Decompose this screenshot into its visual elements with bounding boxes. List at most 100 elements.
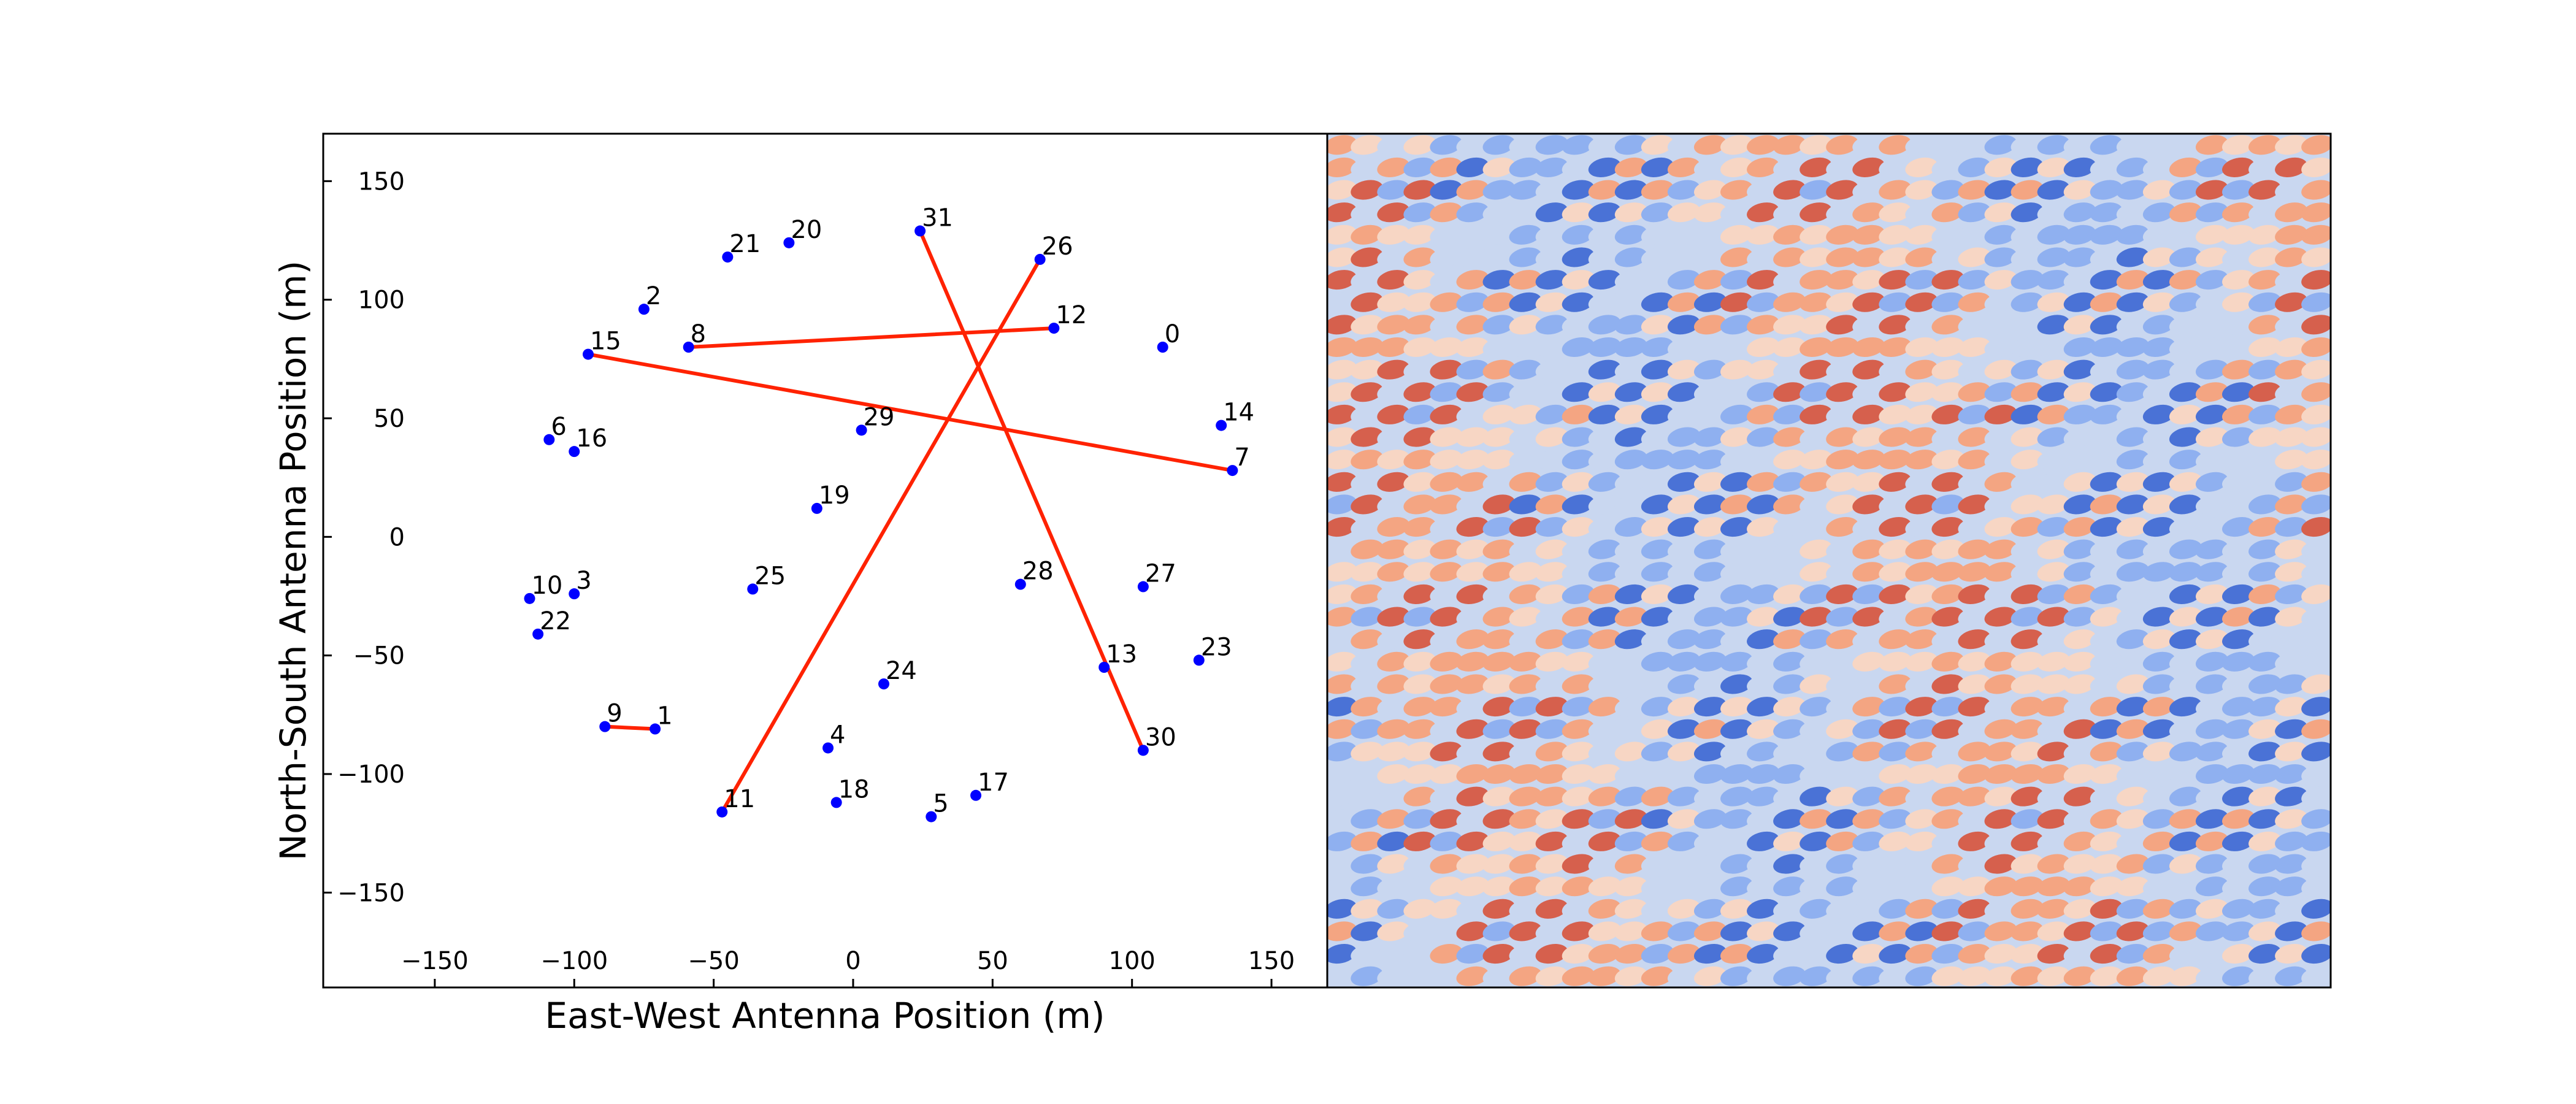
- heatmap-cell: [1351, 517, 1383, 537]
- heatmap-cell: [1430, 562, 1463, 582]
- heatmap-cell: [2169, 809, 2202, 829]
- heatmap-cell: [2248, 854, 2281, 874]
- heatmap-cell: [1984, 472, 2017, 492]
- heatmap-cell: [1403, 629, 1436, 650]
- heatmap-cell: [2301, 247, 2331, 267]
- heatmap-cell: [1377, 697, 1409, 717]
- heatmap-cell: [2169, 674, 2202, 694]
- heatmap-cell: [1773, 719, 1806, 739]
- heatmap-cell: [1747, 764, 1779, 784]
- heatmap-cell: [2063, 517, 2096, 537]
- heatmap-cell: [1800, 494, 1832, 515]
- heatmap-cell: [2090, 247, 2123, 267]
- heatmap-cell: [2116, 517, 2149, 537]
- heatmap-cell: [2011, 607, 2044, 627]
- y-tick-label: 0: [389, 523, 405, 551]
- heatmap-cell: [1667, 629, 1700, 650]
- heatmap-cell: [1588, 831, 1621, 851]
- heatmap-cell: [1351, 315, 1383, 335]
- heatmap-cell: [2011, 651, 2044, 672]
- heatmap-cell: [2195, 562, 2228, 582]
- heatmap-cell: [1614, 494, 1647, 515]
- heatmap-cell: [1667, 494, 1700, 515]
- heatmap-cell: [2142, 270, 2175, 290]
- heatmap-cell: [2142, 450, 2175, 470]
- heatmap-cell: [1826, 472, 1858, 492]
- heatmap-cell: [1614, 899, 1647, 919]
- heatmap-cell: [1535, 674, 1568, 694]
- heatmap-cell: [1852, 831, 1885, 851]
- heatmap-cell: [2169, 742, 2202, 762]
- heatmap-cell: [2275, 764, 2307, 784]
- heatmap-cell: [1826, 517, 1858, 537]
- heatmap-cell: [2301, 697, 2331, 717]
- heatmap-cell: [2248, 157, 2281, 177]
- heatmap-cell: [1588, 966, 1621, 986]
- heatmap-cell: [1747, 607, 1779, 627]
- heatmap-cell: [1351, 944, 1383, 964]
- heatmap-cell: [1931, 157, 1965, 177]
- heatmap-cell: [1852, 472, 1885, 492]
- heatmap-cell: [2116, 697, 2149, 717]
- heatmap-cell: [1456, 517, 1489, 537]
- heatmap-cell: [2116, 472, 2149, 492]
- heatmap-cell: [1693, 899, 1727, 919]
- heatmap-cell: [1958, 427, 1991, 447]
- heatmap-cell: [2169, 382, 2202, 402]
- heatmap-cell: [1826, 742, 1858, 762]
- heatmap-cell: [2063, 697, 2096, 717]
- heatmap-cell: [1905, 135, 1938, 155]
- heatmap-cell: [1482, 247, 1516, 267]
- heatmap-cell: [1403, 719, 1436, 739]
- heatmap-cell: [1931, 876, 1965, 897]
- heatmap-cell: [1482, 966, 1516, 986]
- heatmap-cell: [1800, 539, 1832, 559]
- heatmap-cell: [2142, 584, 2175, 604]
- heatmap-cell: [1327, 517, 1357, 537]
- heatmap-cell: [1693, 786, 1727, 807]
- heatmap-cell: [1456, 494, 1489, 515]
- heatmap-cell: [2248, 584, 2281, 604]
- heatmap-cell: [2275, 921, 2307, 941]
- heatmap-cell: [2275, 854, 2307, 874]
- heatmap-cell: [1720, 180, 1753, 200]
- heatmap-cell: [2142, 921, 2175, 941]
- heatmap-cell: [2090, 202, 2123, 223]
- heatmap-cell: [1430, 157, 1463, 177]
- heatmap-cell: [2011, 202, 2044, 223]
- heatmap-cell: [1403, 494, 1436, 515]
- heatmap-cell: [2222, 584, 2255, 604]
- heatmap-cell: [1377, 629, 1409, 650]
- antenna-label-23: 23: [1201, 633, 1232, 661]
- heatmap-cell: [1800, 697, 1832, 717]
- heatmap-cell: [1430, 876, 1463, 897]
- heatmap-cell: [2037, 315, 2070, 335]
- antenna-label-22: 22: [540, 607, 571, 635]
- heatmap-cell: [1535, 562, 1568, 582]
- heatmap-cell: [1800, 224, 1832, 245]
- heatmap-cell: [2195, 854, 2228, 874]
- heatmap-cell: [1509, 876, 1542, 897]
- heatmap-cell: [1905, 270, 1938, 290]
- antenna-point-26: [1034, 253, 1046, 265]
- heatmap-cell: [1535, 337, 1568, 358]
- heatmap-cell: [1430, 607, 1463, 627]
- heatmap-cell: [2011, 562, 2044, 582]
- heatmap-cell: [2116, 831, 2149, 851]
- heatmap-cell: [1984, 674, 2017, 694]
- x-tick-label: −150: [401, 947, 469, 975]
- heatmap-cell: [1456, 876, 1489, 897]
- heatmap-cell: [1852, 180, 1885, 200]
- heatmap-cell: [1614, 247, 1647, 267]
- heatmap-cell: [1641, 831, 1674, 851]
- heatmap-cell: [1852, 562, 1885, 582]
- heatmap-cell: [1327, 202, 1357, 223]
- heatmap-cell: [1852, 315, 1885, 335]
- heatmap-cell: [1852, 427, 1885, 447]
- heatmap-cell: [1693, 562, 1727, 582]
- heatmap-cell: [2195, 921, 2228, 941]
- heatmap-cell: [1456, 719, 1489, 739]
- heatmap-cell: [1720, 876, 1753, 897]
- heatmap-cell: [1852, 674, 1885, 694]
- heatmap-cell: [1430, 674, 1463, 694]
